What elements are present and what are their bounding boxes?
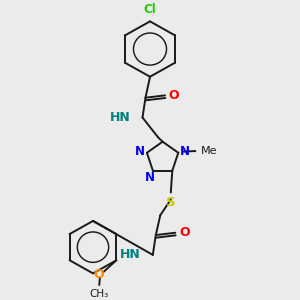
Text: CH₃: CH₃ [90, 290, 109, 299]
Text: O: O [179, 226, 190, 239]
Text: Cl: Cl [144, 3, 156, 16]
Text: HN: HN [110, 111, 130, 124]
Text: N: N [145, 171, 155, 184]
Text: S: S [166, 196, 175, 209]
Text: O: O [169, 89, 179, 102]
Text: HN: HN [120, 248, 141, 261]
Text: O: O [93, 268, 104, 281]
Text: Me: Me [201, 146, 217, 156]
Text: N: N [180, 145, 190, 158]
Text: N: N [135, 145, 145, 158]
